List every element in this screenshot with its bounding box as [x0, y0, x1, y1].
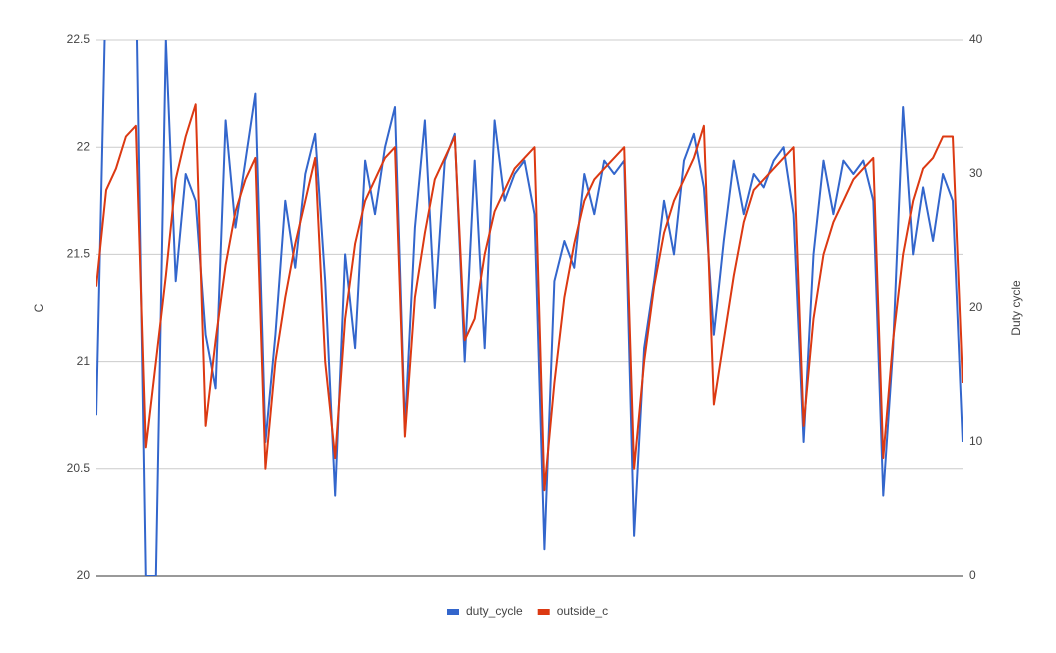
y-tick-label: 20.5 [67, 461, 91, 475]
y2-tick-label: 30 [969, 166, 983, 180]
legend-label: outside_c [557, 604, 608, 618]
y2-tick-label: 40 [969, 32, 983, 46]
y-axis-title: C [32, 303, 46, 312]
legend-swatch [447, 609, 459, 615]
legend-swatch [537, 609, 550, 615]
legend: duty_cycle outside_c [447, 604, 608, 618]
y-tick-label: 21.5 [67, 247, 91, 261]
y2-tick-label: 20 [969, 300, 983, 314]
y2-tick-label: 10 [969, 434, 983, 448]
y-tick-label: 22.5 [67, 32, 91, 46]
y2-tick-label: 0 [969, 568, 976, 582]
legend-label: duty_cycle [466, 604, 523, 618]
y-tick-label: 22 [77, 139, 91, 153]
plot-area [96, 40, 963, 576]
y-tick-label: 21 [77, 354, 91, 368]
grid [96, 39, 963, 577]
y-tick-label: 20 [77, 568, 91, 582]
y2-axis-title: Duty cycle [1009, 280, 1023, 336]
series-line [96, 40, 963, 576]
series-line [96, 103, 963, 492]
